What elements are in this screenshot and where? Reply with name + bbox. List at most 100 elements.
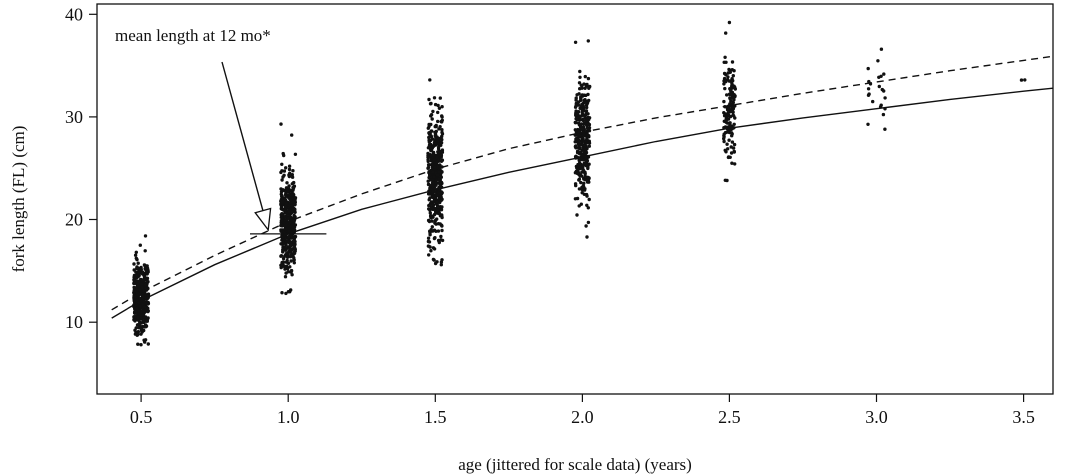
data-point <box>722 60 726 64</box>
data-point <box>577 178 581 182</box>
data-point <box>433 196 438 200</box>
data-point <box>286 261 291 265</box>
data-point <box>135 298 139 303</box>
data-point <box>726 129 731 134</box>
data-point <box>585 105 589 110</box>
data-point <box>437 106 442 111</box>
data-point <box>284 227 288 231</box>
data-point <box>722 135 726 139</box>
data-point <box>876 59 880 63</box>
data-point <box>582 82 586 86</box>
data-point <box>578 75 582 80</box>
data-point <box>438 163 442 167</box>
data-point <box>293 246 297 250</box>
data-point <box>293 223 298 227</box>
data-point <box>871 99 875 104</box>
data-point <box>428 78 432 82</box>
x-axis-label: age (jittered for scale data) (years) <box>458 455 692 474</box>
data-point <box>726 71 730 75</box>
data-point <box>581 117 585 121</box>
data-point <box>430 170 435 174</box>
data-point <box>724 117 728 122</box>
data-point <box>580 86 584 90</box>
data-point <box>138 288 142 292</box>
data-point <box>440 132 445 136</box>
data-point <box>585 235 589 239</box>
data-point <box>439 238 443 242</box>
annotation-arrowhead <box>254 207 272 232</box>
data-point <box>281 188 285 192</box>
data-point <box>582 121 586 126</box>
data-point <box>144 264 149 268</box>
data-point <box>138 243 142 247</box>
data-point <box>292 258 296 262</box>
data-point <box>134 270 138 274</box>
data-point <box>426 244 431 248</box>
data-point <box>438 184 442 188</box>
data-point <box>429 228 433 232</box>
data-point <box>433 218 438 223</box>
solid-growth-curve <box>111 87 1054 319</box>
data-point <box>866 122 870 127</box>
data-point <box>575 118 579 122</box>
data-point <box>575 149 580 153</box>
data-point <box>287 229 291 233</box>
data-point <box>436 229 441 233</box>
data-point <box>439 263 443 267</box>
data-point <box>733 162 737 166</box>
data-point <box>284 291 288 296</box>
data-point <box>439 208 444 212</box>
data-point <box>143 340 147 344</box>
data-point <box>282 173 286 177</box>
data-point <box>138 320 142 325</box>
data-point <box>287 184 291 188</box>
data-point <box>437 240 441 245</box>
data-point <box>427 182 431 187</box>
data-point <box>440 228 444 233</box>
data-point <box>584 118 588 123</box>
y-axis-label: fork length (FL) (cm) <box>9 126 28 273</box>
data-point <box>573 120 577 125</box>
data-point <box>139 332 143 336</box>
data-point <box>866 87 871 91</box>
data-point <box>435 173 440 177</box>
data-point <box>136 282 140 287</box>
data-point <box>440 191 444 195</box>
data-point <box>727 79 732 83</box>
data-point <box>436 110 440 115</box>
data-point <box>279 265 283 270</box>
data-point <box>581 184 585 188</box>
data-point <box>731 74 735 78</box>
data-point <box>291 239 296 244</box>
data-point <box>280 237 285 242</box>
data-point <box>433 236 437 240</box>
data-point <box>280 194 284 198</box>
data-point <box>582 150 587 154</box>
data-point <box>434 183 438 187</box>
x-tick-label: 1.0 <box>277 407 300 427</box>
data-point <box>879 74 883 79</box>
data-point <box>287 174 291 178</box>
data-point <box>290 273 294 277</box>
data-point <box>432 212 437 217</box>
data-point <box>136 332 140 337</box>
data-point <box>436 190 441 195</box>
data-point <box>587 122 592 127</box>
data-point <box>143 282 148 287</box>
data-point <box>292 197 296 201</box>
data-point <box>440 205 444 209</box>
data-point <box>583 178 588 182</box>
data-point <box>585 137 589 141</box>
data-point <box>585 180 590 184</box>
data-point <box>430 178 435 182</box>
x-tick-label: 2.0 <box>571 407 594 427</box>
data-point <box>427 163 432 167</box>
data-point <box>136 342 140 346</box>
data-point <box>432 158 436 162</box>
data-point <box>723 112 728 116</box>
data-point <box>433 210 438 214</box>
data-point <box>132 281 136 286</box>
data-point <box>732 122 736 127</box>
data-point <box>430 219 434 223</box>
data-point <box>575 196 580 201</box>
